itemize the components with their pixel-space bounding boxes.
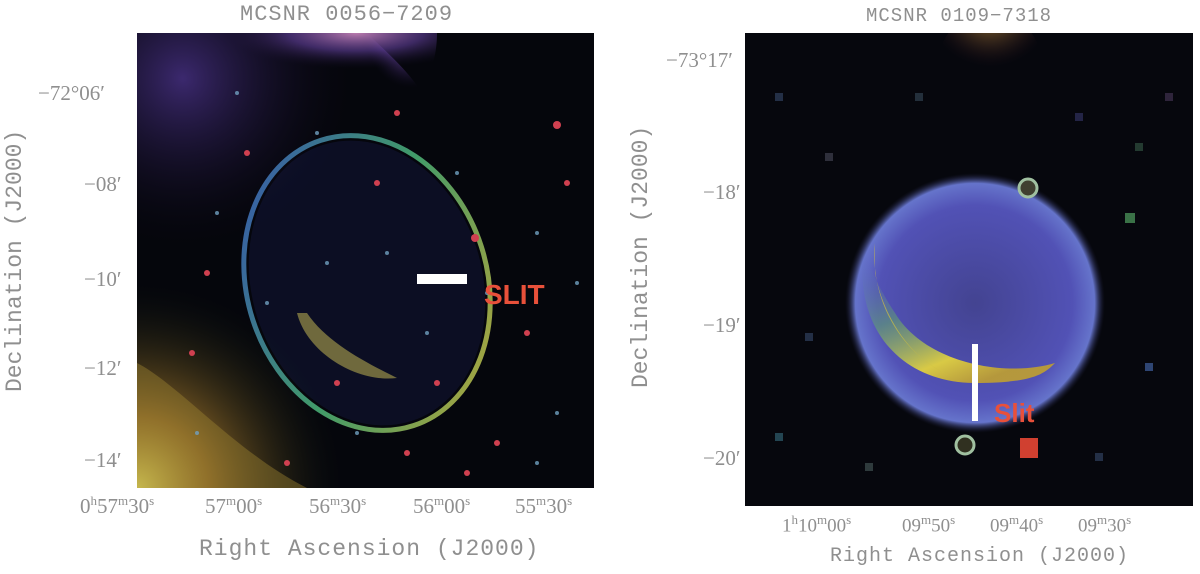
right-xtick: 09m40s (990, 512, 1044, 537)
left-xtick: 0h57m30s (80, 493, 155, 518)
right-xtick: 1h10m00s (782, 512, 852, 537)
right-image-title: MCSNR 0109−7318 (866, 5, 1053, 27)
left-xtick: 56m00s (413, 493, 471, 518)
right-slit-marker (972, 344, 978, 421)
left-ytick: −08′ (84, 172, 122, 196)
right-ytick: −73°17′ (666, 48, 733, 72)
right-ytick: −20′ (703, 446, 741, 470)
right-xtick: 09m50s (902, 512, 956, 537)
left-xtick: 56m30s (309, 493, 367, 518)
left-ytick: −10′ (84, 267, 122, 291)
left-ytick: −14′ (84, 448, 122, 472)
right-snr-composite-image (745, 33, 1193, 506)
right-sky-image (745, 33, 1193, 506)
left-ytick: −12′ (84, 356, 122, 380)
right-slit-label: Slit (994, 398, 1035, 428)
left-snr-composite-image (137, 33, 594, 488)
right-y-axis-label: Declination (J2000) (628, 125, 654, 388)
left-xtick: 55m30s (515, 493, 573, 518)
left-slit-marker (417, 274, 467, 284)
right-ytick: −18′ (703, 180, 741, 204)
left-y-axis-label: Declination (J2000) (2, 129, 28, 392)
left-slit-label: SLIT (484, 279, 545, 310)
right-xtick: 09m30s (1078, 512, 1132, 537)
left-ytick: −72°06′ (38, 81, 105, 105)
left-image-title: MCSNR 0056−7209 (240, 2, 454, 27)
left-sky-image (137, 33, 594, 488)
right-ytick: −19′ (703, 313, 741, 337)
left-x-axis-label: Right Ascension (J2000) (199, 536, 540, 562)
left-xtick: 57m00s (205, 493, 263, 518)
right-x-axis-label: Right Ascension (J2000) (830, 545, 1130, 568)
